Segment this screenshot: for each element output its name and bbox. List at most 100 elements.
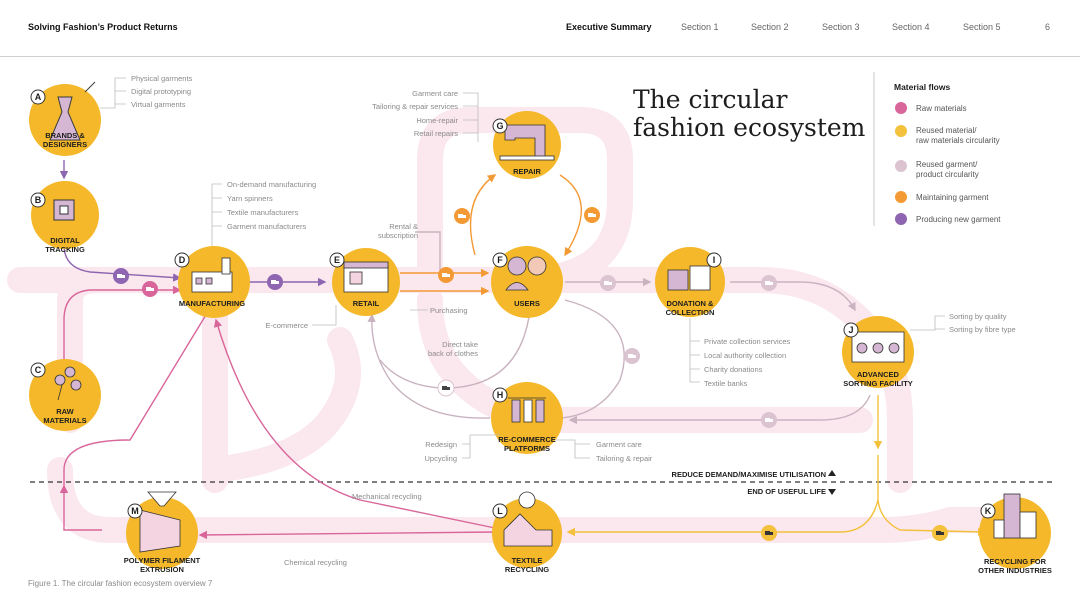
- nav-section-4[interactable]: Section 4: [892, 22, 930, 32]
- node-letter: L: [497, 506, 503, 516]
- node-label: DESIGNERS: [43, 140, 87, 149]
- flow-lines: [59, 160, 987, 540]
- node-letter: D: [179, 255, 186, 265]
- recycling-plant-icon: [503, 491, 553, 547]
- diagram-title-line2: fashion ecosystem: [633, 113, 866, 142]
- annotation: Retail repairs: [414, 129, 458, 138]
- arrow-down-icon: [828, 489, 836, 495]
- node-letter: M: [131, 506, 139, 516]
- annotation: Physical garments: [131, 74, 193, 83]
- annotation: Mechanical recycling: [352, 492, 422, 501]
- nav-section-1[interactable]: Section 1: [681, 22, 719, 32]
- node-letter: H: [497, 390, 504, 400]
- zone-label-lower: END OF USEFUL LIFE: [747, 487, 826, 496]
- annotation: back of clothes: [428, 349, 478, 358]
- annotation: On-demand manufacturing: [227, 180, 316, 189]
- node-letter: F: [497, 255, 503, 265]
- legend-item: raw materials circularity: [916, 136, 1000, 145]
- node-label: COLLECTION: [666, 308, 715, 317]
- node-i: I DONATION & COLLECTION: [655, 247, 725, 317]
- annotation: Charity donations: [704, 365, 763, 374]
- nav-section-5[interactable]: Section 5: [963, 22, 1001, 32]
- nav-executive-summary[interactable]: Executive Summary: [566, 22, 652, 32]
- annotation: Textile manufacturers: [227, 208, 299, 217]
- node-letter: A: [35, 92, 42, 102]
- node-label: PLATFORMS: [504, 444, 550, 453]
- truck-icon: [113, 268, 129, 284]
- factory-icon: [191, 257, 233, 293]
- node-label: EXTRUSION: [140, 565, 184, 574]
- buildings-icon: [993, 493, 1037, 539]
- node-label: MANUFACTURING: [179, 299, 245, 308]
- sorting-machine-icon: [851, 331, 905, 363]
- node-label: REPAIR: [513, 167, 541, 176]
- annotation: Sorting by quality: [949, 312, 1007, 321]
- node-label: DIGITAL: [50, 236, 80, 245]
- chip-icon: [53, 199, 75, 221]
- nav-section-2[interactable]: Section 2: [751, 22, 789, 32]
- truck-icon: [761, 525, 777, 541]
- annotation: Direct take: [442, 340, 478, 349]
- node-label: RECYCLING FOR: [984, 557, 1047, 566]
- annotation: Garment care: [412, 89, 458, 98]
- annotation: Private collection services: [704, 337, 791, 346]
- node-label: SORTING FACILITY: [843, 379, 913, 388]
- node-g: G REPAIR: [492, 111, 561, 179]
- dress-icon: [49, 81, 96, 141]
- cotton-icon: [54, 366, 82, 401]
- legend-swatch: [895, 213, 907, 225]
- node-b: B DIGITAL TRACKING: [30, 181, 99, 254]
- annotation: Tailoring & repair services: [372, 102, 458, 111]
- arrow-up-icon: [828, 470, 836, 476]
- legend-item: Reused material/: [916, 126, 977, 135]
- store-icon: [343, 261, 389, 293]
- legend-item: Reused garment/: [916, 160, 978, 169]
- node-letter: K: [985, 506, 992, 516]
- annotation: Garment care: [596, 440, 642, 449]
- annotation: Home-repair: [416, 116, 458, 125]
- node-letter: G: [496, 121, 503, 131]
- node-j: J ADVANCED SORTING FACILITY: [842, 316, 914, 388]
- legend-item: product circularity: [916, 170, 979, 179]
- truck-icon: [267, 274, 283, 290]
- truck-icon: [600, 275, 616, 291]
- legend-swatch: [895, 102, 907, 114]
- node-a: A BRANDS & DESIGNERS: [29, 81, 101, 156]
- node-e: E RETAIL: [329, 248, 400, 316]
- node-label: MATERIALS: [43, 416, 86, 425]
- node-label: BRANDS &: [45, 131, 85, 140]
- truck-icon: [454, 208, 470, 224]
- node-l: L TEXTILE RECYCLING: [492, 491, 562, 574]
- node-m: M POLYMER FILAMENT EXTRUSION: [124, 491, 201, 574]
- annotation: subscription: [378, 231, 418, 240]
- node-label: RETAIL: [353, 299, 380, 308]
- top-header: Solving Fashion’s Product Returns Execut…: [0, 0, 1080, 57]
- node-label: RECYCLING: [505, 565, 549, 574]
- clothes-rack-icon: [508, 397, 546, 423]
- annotation: Yarn spinners: [227, 194, 273, 203]
- node-letter: J: [848, 325, 853, 335]
- annotation: Chemical recycling: [284, 558, 347, 567]
- node-f: F USERS: [491, 246, 563, 318]
- legend-item: Maintaining garment: [916, 193, 989, 202]
- document-title: Solving Fashion’s Product Returns: [28, 22, 178, 32]
- node-label: RAW: [56, 407, 74, 416]
- truck-icon: [761, 275, 777, 291]
- zone-label-upper: REDUCE DEMAND/MAXIMISE UTILISATION: [672, 470, 826, 479]
- page-number: 6: [1045, 22, 1051, 32]
- annotation: E-commerce: [265, 321, 308, 330]
- annotation: Virtual garments: [131, 100, 186, 109]
- sewing-machine-icon: [499, 124, 555, 161]
- annotation: Upcycling: [424, 454, 457, 463]
- legend-item: Raw materials: [916, 104, 967, 113]
- circular-fashion-diagram: REDUCE DEMAND/MAXIMISE UTILISATION END O…: [7, 72, 1055, 588]
- annotation: Sorting by fibre type: [949, 325, 1016, 334]
- annotations: Physical garments Digital prototyping Vi…: [131, 74, 1016, 567]
- legend-item: Producing new garment: [916, 215, 1001, 224]
- annotation: Purchasing: [430, 306, 468, 315]
- truck-icon: [761, 412, 777, 428]
- boxes-icon: [667, 265, 711, 291]
- nav-section-3[interactable]: Section 3: [822, 22, 860, 32]
- node-letter: C: [35, 365, 42, 375]
- extruder-icon: [139, 491, 181, 553]
